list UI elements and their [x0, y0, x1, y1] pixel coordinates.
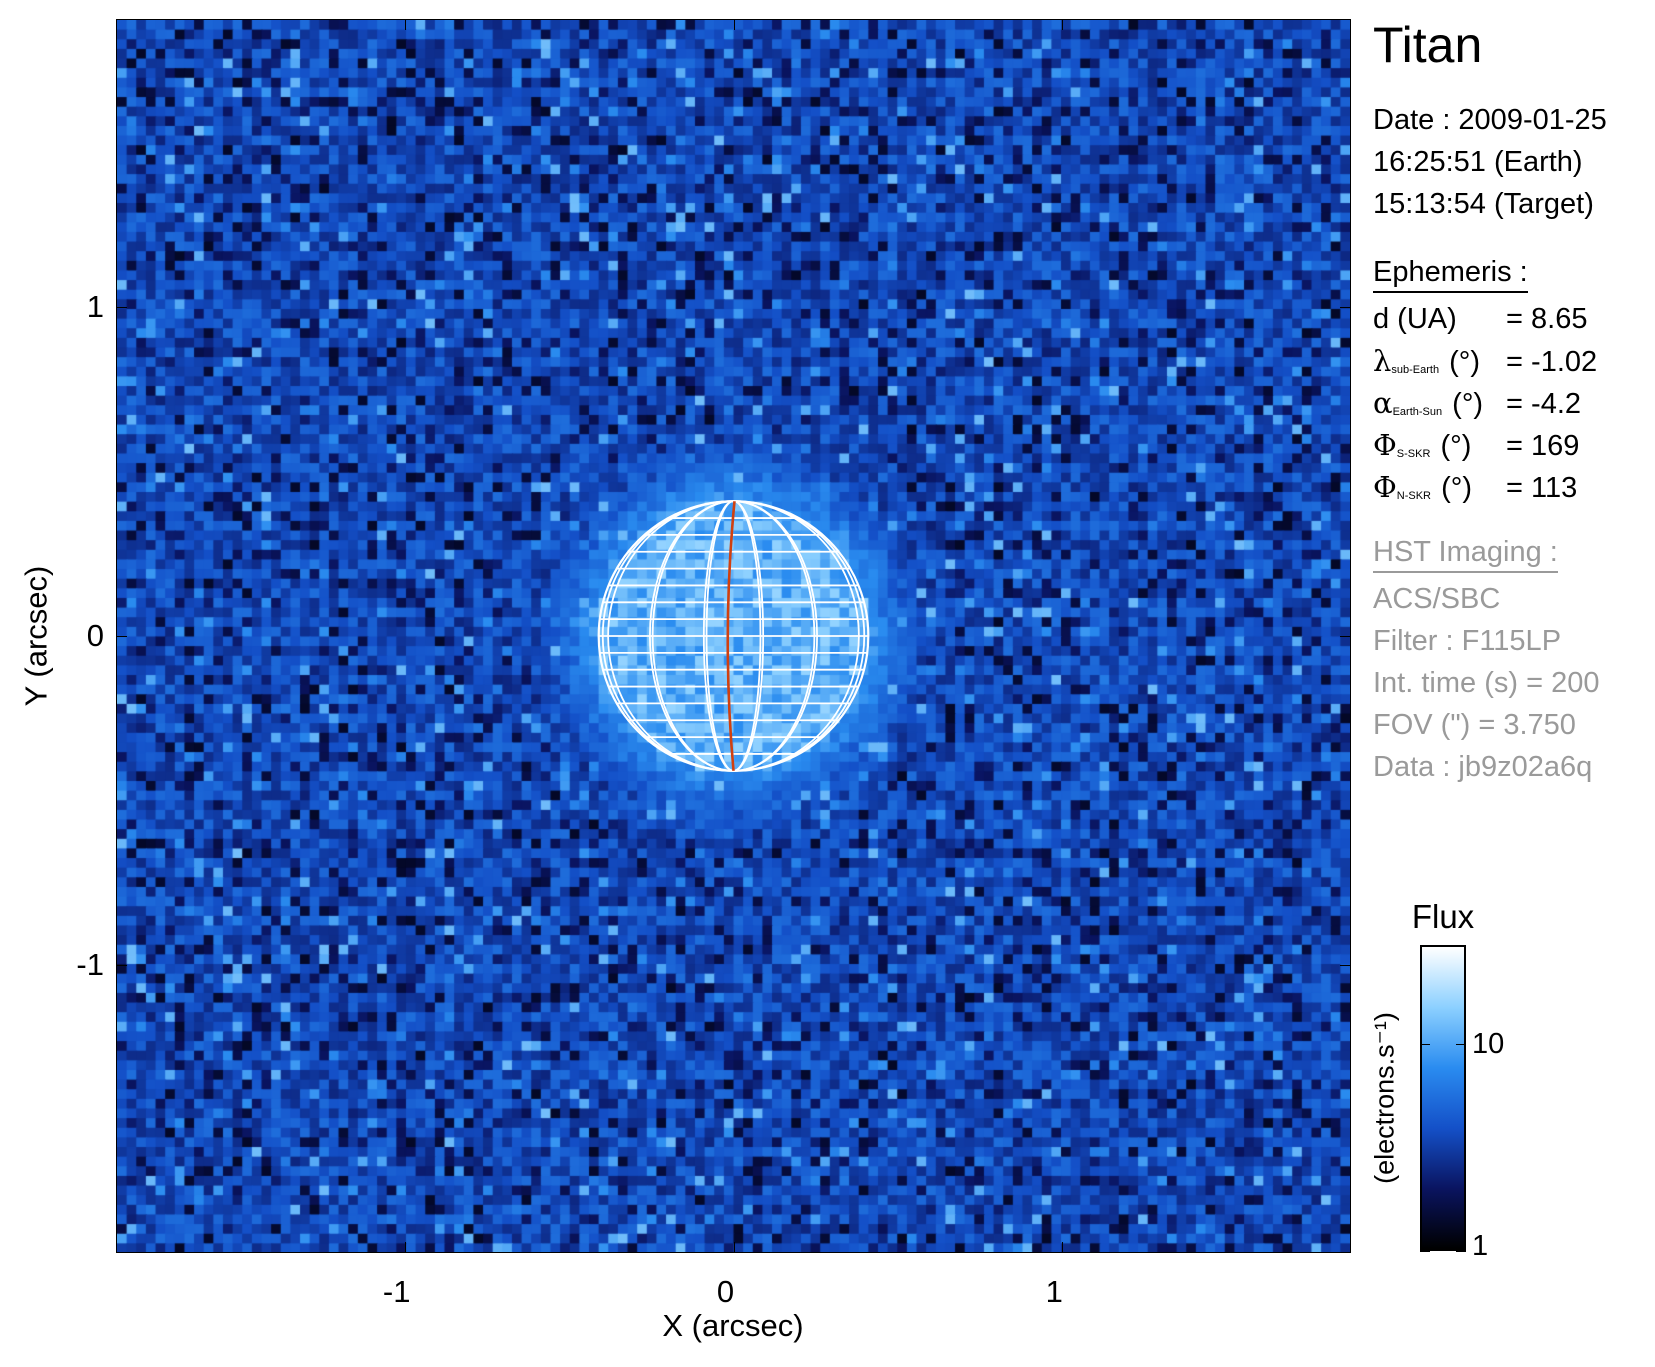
ephemeris-value: = -4.2 — [1498, 388, 1582, 420]
colorbar-tick-mark — [1420, 1251, 1430, 1252]
ephemeris-unit: d (UA) — [1373, 303, 1457, 335]
x-tick-mark — [733, 1242, 735, 1252]
ephemeris-label: αEarth-Sun (°) — [1373, 389, 1498, 419]
planet-overlay — [597, 500, 870, 772]
ephemeris-row: ΦN-SKR (°) = 113 — [1373, 473, 1577, 503]
ephemeris-subscript: Earth-Sun — [1392, 406, 1443, 418]
x-tick-mark — [1062, 20, 1064, 30]
ephemeris-unit: (°) — [1432, 430, 1472, 462]
colorbar-label: (electrons.s⁻¹) — [1369, 1012, 1400, 1184]
ephemeris-unit: (°) — [1441, 346, 1481, 378]
hst-row: Int. time (s) = 200 — [1373, 667, 1600, 699]
date-line: Date : 2009-01-25 — [1373, 104, 1607, 136]
ephemeris-symbol: Φ — [1373, 428, 1397, 462]
colorbar-title: Flux — [1411, 898, 1475, 935]
x-tick-label: -1 — [382, 1274, 411, 1309]
y-tick-mark — [1340, 307, 1350, 309]
x-tick-mark — [404, 1242, 406, 1252]
ephemeris-value: = 169 — [1498, 430, 1580, 462]
plot-frame — [116, 19, 1351, 1253]
target-time: 15:13:54 (Target) — [1373, 188, 1594, 220]
colorbar-tick-mark — [1456, 1043, 1466, 1045]
object-name: Titan — [1373, 17, 1483, 73]
central-meridian — [726, 501, 736, 771]
colorbar-tick-label: 1 — [1472, 1230, 1489, 1262]
hst-row: Filter : F115LP — [1373, 625, 1562, 657]
y-tick-label: 0 — [86, 618, 104, 653]
y-tick-mark — [1340, 636, 1350, 637]
y-tick-mark — [117, 964, 127, 966]
ephemeris-label: d (UA) — [1373, 305, 1498, 334]
ephemeris-value: = -1.02 — [1498, 346, 1598, 378]
ephemeris-unit: (°) — [1444, 388, 1484, 420]
ephemeris-row: d (UA) = 8.65 — [1373, 305, 1588, 334]
y-tick-label: -1 — [76, 946, 104, 982]
ephemeris-subscript: N-SKR — [1396, 490, 1432, 502]
x-tick-mark — [404, 20, 406, 30]
hst-row: ACS/SBC — [1373, 583, 1501, 615]
x-tick-mark — [1062, 1242, 1064, 1252]
ephemeris-value: = 8.65 — [1498, 303, 1588, 335]
colorbar-tick-label: 10 — [1472, 1027, 1505, 1060]
ephemeris-value: = 113 — [1498, 472, 1578, 504]
earth-time: 16:25:51 (Earth) — [1373, 146, 1583, 178]
colorbar-tick-mark — [1420, 1043, 1430, 1045]
ephemeris-label: λsub-Earth (°) — [1373, 347, 1498, 377]
y-axis-title: Y (arcsec) — [18, 565, 54, 707]
hst-title: HST Imaging : — [1373, 538, 1558, 573]
ephemeris-subscript: sub-Earth — [1391, 364, 1440, 376]
y-tick-mark — [117, 636, 127, 637]
x-tick-label: 1 — [1045, 1274, 1063, 1309]
ephemeris-label: ΦN-SKR (°) — [1373, 473, 1498, 503]
ephemeris-title: Ephemeris : — [1373, 258, 1528, 293]
ephemeris-label: ΦS-SKR (°) — [1373, 431, 1498, 461]
ephemeris-symbol: α — [1373, 386, 1393, 420]
colorbar-tick-mark — [1456, 1251, 1466, 1252]
x-axis-title: X (arcsec) — [662, 1308, 804, 1343]
y-tick-label: 1 — [86, 289, 104, 325]
colorbar — [1420, 945, 1466, 1251]
ephemeris-subscript: S-SKR — [1396, 448, 1431, 460]
y-tick-mark — [1340, 964, 1350, 966]
ephemeris-symbol: Φ — [1373, 470, 1397, 504]
x-tick-label: 0 — [716, 1274, 735, 1309]
hst-row: Data : jb9z02a6q — [1373, 751, 1593, 783]
ephemeris-row: ΦS-SKR (°) = 169 — [1373, 431, 1579, 461]
ephemeris-unit: (°) — [1433, 472, 1472, 504]
y-tick-mark — [117, 307, 127, 309]
ephemeris-symbol: λ — [1373, 344, 1392, 378]
hst-row: FOV (") = 3.750 — [1373, 709, 1576, 741]
ephemeris-row: αEarth-Sun (°) = -4.2 — [1373, 389, 1581, 419]
ephemeris-row: λsub-Earth (°) = -1.02 — [1373, 347, 1597, 377]
x-tick-mark — [733, 20, 735, 30]
